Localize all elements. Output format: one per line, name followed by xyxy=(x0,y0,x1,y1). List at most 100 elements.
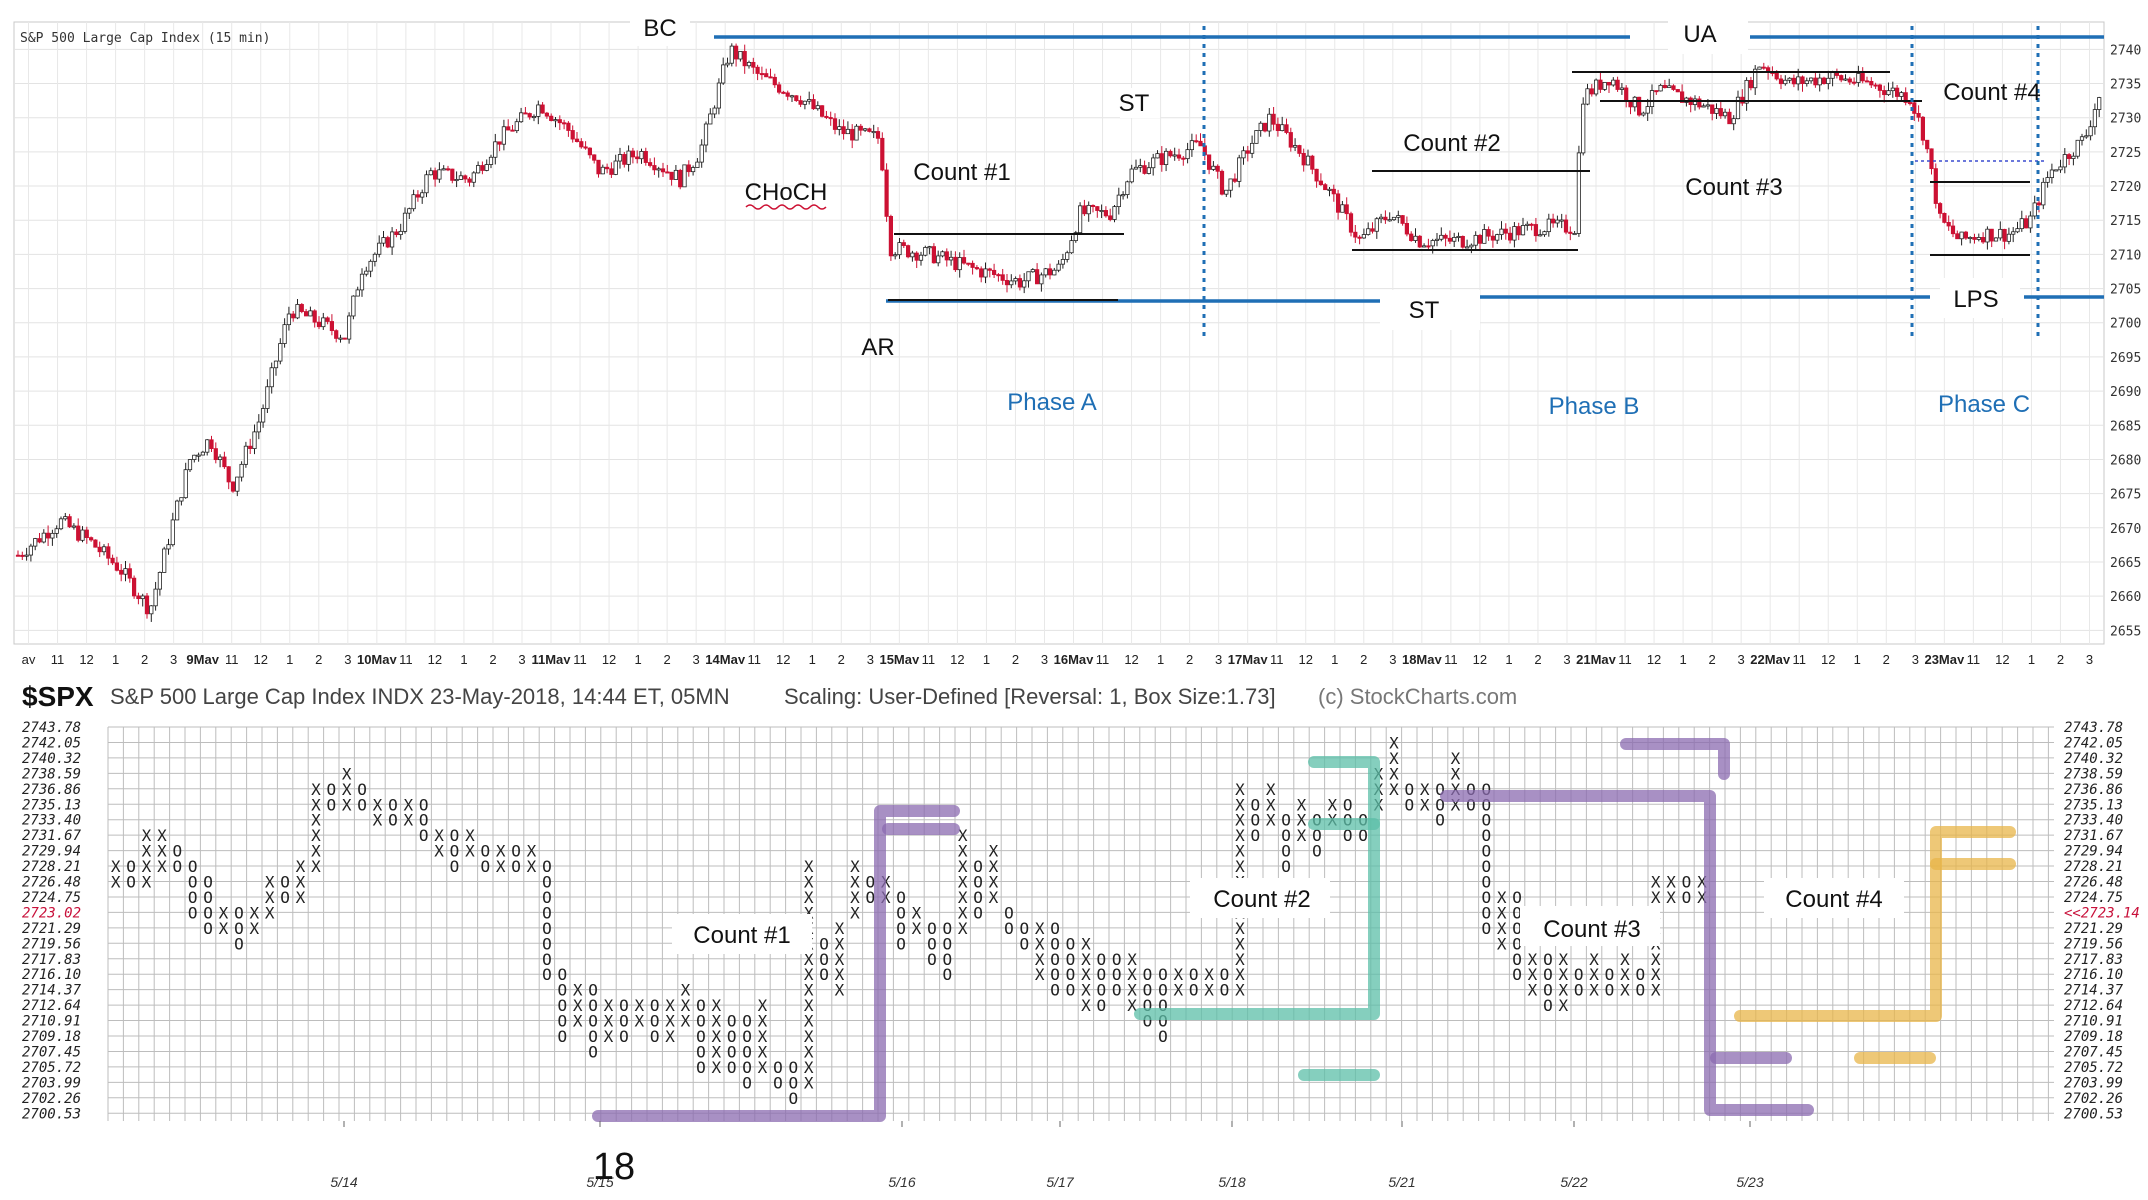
pnf-x-mark: X xyxy=(1173,981,1183,1000)
pnf-price-left: 2710.91 xyxy=(22,1014,81,1030)
candle-body xyxy=(1654,90,1659,93)
candle-body xyxy=(880,137,885,171)
count-2-box xyxy=(1190,878,1330,918)
pnf-o-mark: O xyxy=(1574,981,1584,1000)
candle-body xyxy=(562,122,567,125)
candle-body xyxy=(1933,168,1938,204)
candle-body xyxy=(1361,234,1366,239)
x-tick-label: 2 xyxy=(315,652,322,664)
candle-body xyxy=(1839,75,1844,81)
candle-body xyxy=(368,260,373,272)
pnf-x-mark: X xyxy=(989,888,999,907)
candle-body xyxy=(1219,170,1225,195)
pnf-x-mark: X xyxy=(1127,981,1137,1000)
candle-body xyxy=(359,273,365,291)
candle-body xyxy=(811,99,816,110)
candle-body xyxy=(265,386,270,409)
x-tick-label: 14May xyxy=(705,652,746,664)
candle-body xyxy=(583,146,588,149)
pnf-date-label: 5/17 xyxy=(1046,1174,1074,1190)
candle-body xyxy=(1250,142,1255,154)
spellcheck-underline xyxy=(745,204,827,210)
candle-body xyxy=(67,516,72,528)
pnf-x-mark: X xyxy=(219,919,229,938)
candle-body xyxy=(1026,271,1031,282)
candle-body xyxy=(592,154,597,161)
pnf-o-mark: O xyxy=(650,1027,660,1046)
pnf-price-left: 2705.72 xyxy=(22,1060,81,1076)
pnf-x-mark: X xyxy=(958,857,968,876)
candle-body xyxy=(200,451,205,456)
x-tick-label: 15May xyxy=(879,652,920,664)
candle-body xyxy=(157,572,162,590)
pnf-price-right: 2743.78 xyxy=(2064,720,2123,736)
pnf-price-left: 2703.99 xyxy=(22,1075,81,1091)
candle-body xyxy=(1288,132,1293,148)
y-tick-label: 2715 xyxy=(2110,214,2141,229)
x-tick-label: 1 xyxy=(112,652,119,664)
count-2-overlay xyxy=(1134,756,1380,1020)
pnf-x-mark: X xyxy=(665,1012,675,1031)
pnf-o-mark: O xyxy=(619,996,629,1015)
candle-body xyxy=(1662,84,1667,89)
pnf-x-mark: X xyxy=(157,857,167,876)
pnf-x-mark: X xyxy=(1589,981,1599,1000)
candle-body xyxy=(1658,84,1663,92)
pnf-x-mark: X xyxy=(1235,857,1245,876)
x-tick-label: 1 xyxy=(286,652,293,664)
pnf-x-mark: X xyxy=(958,842,968,861)
candle-body xyxy=(613,160,618,175)
candle-body xyxy=(1323,184,1328,191)
pnf-x-mark: X xyxy=(1035,919,1045,938)
pnf-x-mark: X xyxy=(1451,795,1461,814)
candle-body xyxy=(381,237,386,244)
pnf-x-mark: X xyxy=(1497,903,1507,922)
pnf-scaling: Scaling: User-Defined [Reversal: 1, Box … xyxy=(784,684,1276,709)
candle-body xyxy=(222,456,227,468)
candle-body xyxy=(1735,96,1741,120)
candle-body xyxy=(454,179,459,182)
pnf-price-left: 2740.32 xyxy=(22,751,81,767)
candle-body xyxy=(544,112,550,117)
pnf-x-mark: X xyxy=(711,1027,721,1046)
candle-body xyxy=(1649,90,1655,108)
pnf-x-mark: X xyxy=(1558,965,1568,984)
pnf-x-mark: X xyxy=(373,795,383,814)
candle-body xyxy=(1568,231,1573,234)
candle-body xyxy=(2054,169,2059,172)
candle-body xyxy=(441,168,446,171)
x-tick-label: 12 xyxy=(950,652,964,664)
candle-body xyxy=(1499,228,1504,236)
pnf-o-mark: O xyxy=(1512,934,1522,953)
candle-body xyxy=(170,519,175,546)
pnf-x-mark: X xyxy=(912,903,922,922)
pnf-x-mark: X xyxy=(311,842,321,861)
pnf-o-mark: O xyxy=(542,934,552,953)
pnf-price-left: 2726.48 xyxy=(22,875,81,891)
candle-body xyxy=(1318,180,1323,186)
candle-body xyxy=(1370,228,1375,232)
x-tick-label: 22May xyxy=(1750,652,1791,664)
x-tick-label: 3 xyxy=(344,652,351,664)
pnf-x-mark: X xyxy=(1081,996,1091,1015)
candle-body xyxy=(286,313,292,326)
candle-body xyxy=(1013,278,1018,282)
pnf-o-mark: O xyxy=(1481,888,1491,907)
candle-body xyxy=(407,208,412,214)
pnf-x-mark: X xyxy=(1127,965,1137,984)
candle-body xyxy=(1555,219,1560,224)
candle-body xyxy=(768,76,773,79)
label-count-4: Count #4 xyxy=(1943,79,2040,106)
x-tick-label: 11 xyxy=(1444,652,1458,664)
candle-body xyxy=(334,330,339,339)
pnf-price-left: 2724.75 xyxy=(22,890,81,906)
x-tick-label: 12 xyxy=(1821,652,1835,664)
x-tick-label: 2 xyxy=(1186,652,1193,664)
candle-body xyxy=(1357,236,1362,239)
candle-body xyxy=(15,554,21,557)
candle-body xyxy=(420,192,425,198)
pnf-x-mark: X xyxy=(1666,888,1676,907)
candle-body xyxy=(1753,68,1758,89)
candle-body xyxy=(2036,202,2042,206)
candle-body xyxy=(506,126,511,131)
